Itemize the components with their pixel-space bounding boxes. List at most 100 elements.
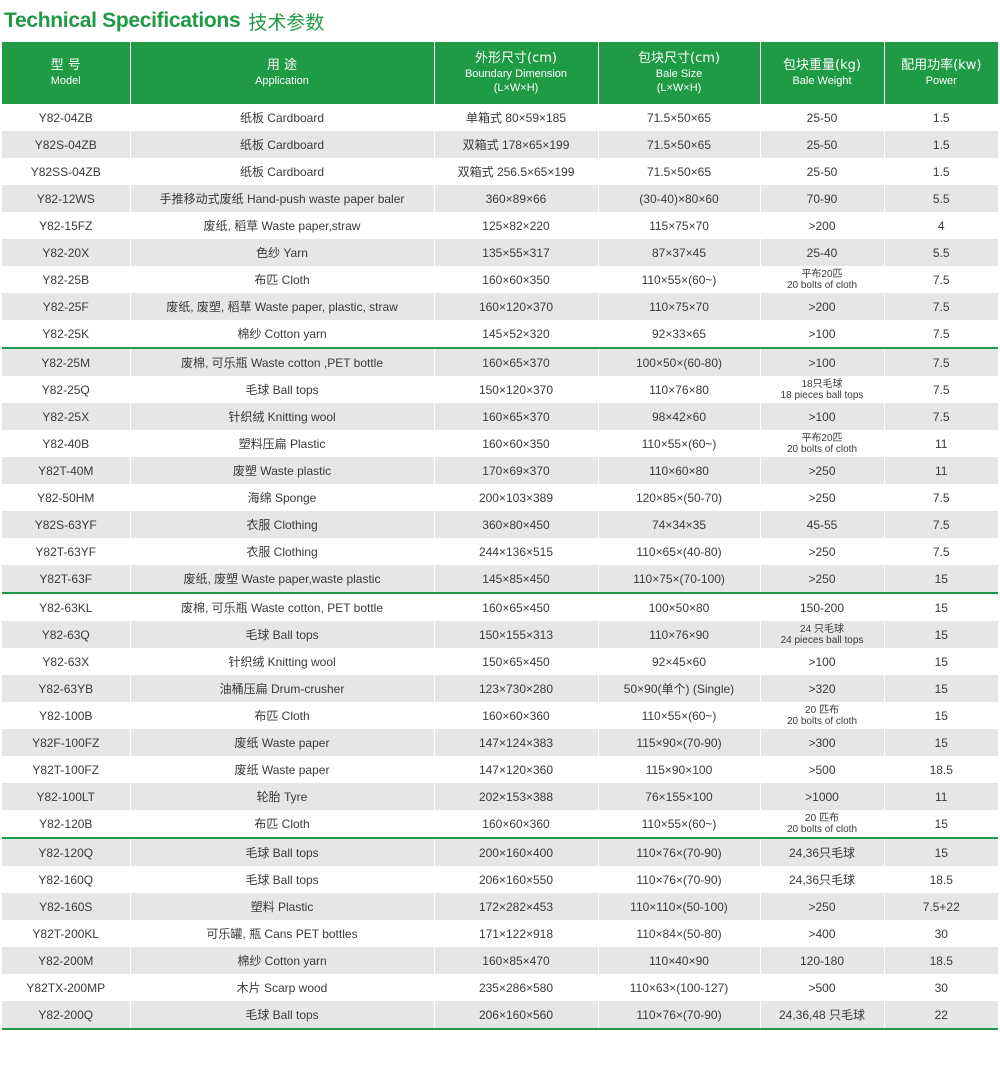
dimension-cell: 150×155×313 xyxy=(434,621,599,648)
title-chinese: 技术参数 xyxy=(248,11,325,34)
power-cell: 15 xyxy=(884,592,998,621)
dimension-cell: 200×103×389 xyxy=(434,484,599,511)
bale-weight-cell: 24,36只毛球 xyxy=(760,866,885,893)
model-cell: Y82TX-200MP xyxy=(2,974,131,1001)
header-model-cn: 型 号 xyxy=(50,58,81,73)
bale-size-cell: 92×45×60 xyxy=(598,648,761,675)
bale-weight-en: 20 bolts of cloth xyxy=(786,443,858,455)
model-cell: Y82-25M xyxy=(2,347,131,376)
dimension-cell: 160×65×370 xyxy=(434,403,599,430)
model-cell: Y82-15FZ xyxy=(2,212,131,239)
bale-size-cell: 110×110×(50-100) xyxy=(598,893,761,920)
application-cell: 塑料压扁 Plastic xyxy=(130,430,435,457)
bale-size-cell: 110×60×80 xyxy=(598,457,761,484)
bale-weight-cell: 70-90 xyxy=(760,185,885,212)
bale-size-cell: 100×50×(60-80) xyxy=(598,347,761,376)
header-bale-size: 包块尺寸(cm) Bale Size (L×W×H) xyxy=(598,42,761,104)
title-english: Technical Specifications xyxy=(4,9,241,32)
power-cell: 15 xyxy=(884,621,998,648)
bale-weight-cell: 25-50 xyxy=(760,104,885,131)
table-row: Y82-25Q 毛球 Ball tops 150×120×370 110×76×80 1… xyxy=(2,376,998,403)
model-cell: Y82T-63YF xyxy=(2,538,131,565)
table-row: Y82S-63YF 衣服 Clothing 360×80×450 74×34×35 45… xyxy=(2,511,998,538)
table-row: Y82-63X 针织绒 Knitting wool 150×65×450 92×45×… xyxy=(2,648,998,675)
bale-size-cell: 110×55×(60~) xyxy=(598,810,761,838)
power-cell: 11 xyxy=(884,430,998,457)
bale-size-cell: 110×76×80 xyxy=(598,376,761,403)
header-model: 型 号 Model xyxy=(2,42,131,104)
table-row: Y82-100B 布匹 Cloth 160×60×360 110×55×(60~) 20… xyxy=(2,702,998,729)
bale-weight-en: 20 bolts of cloth xyxy=(786,279,858,291)
bale-size-cell: 120×85×(50-70) xyxy=(598,484,761,511)
header-bale-weight-en: Bale Weight xyxy=(792,75,852,87)
bale-weight-cell: 24,36,48 只毛球 xyxy=(760,1001,885,1028)
table-row: Y82-25M 废棉, 可乐瓶 Waste cotton ,PET bottle 1… xyxy=(2,347,998,376)
dimension-cell: 206×160×550 xyxy=(434,866,599,893)
power-cell: 7.5 xyxy=(884,266,998,293)
header-application-en: Application xyxy=(255,75,309,87)
bale-weight-en: 20 bolts of cloth xyxy=(786,823,858,835)
bale-size-cell: 110×55×(60~) xyxy=(598,430,761,457)
bale-size-cell: 110×63×(100-127) xyxy=(598,974,761,1001)
application-cell: 废塑 Waste plastic xyxy=(130,457,435,484)
application-cell: 塑料 Plastic xyxy=(130,893,435,920)
power-cell: 7.5 xyxy=(884,511,998,538)
dimension-cell: 235×286×580 xyxy=(434,974,599,1001)
header-application: 用 途 Application xyxy=(130,42,435,104)
bale-size-cell: 71.5×50×65 xyxy=(598,104,761,131)
bale-weight-cell: >300 xyxy=(760,729,885,756)
table-row: Y82-100LT 轮胎 Tyre 202×153×388 76×155×100 >10… xyxy=(2,783,998,810)
bale-size-cell: 92×33×65 xyxy=(598,320,761,348)
dimension-cell: 171×122×918 xyxy=(434,920,599,947)
bale-weight-cell: >250 xyxy=(760,538,885,565)
power-cell: 15 xyxy=(884,565,998,593)
table-row: Y82-25F 废纸, 废塑, 稻草 Waste paper, plastic, … xyxy=(2,293,998,320)
bale-size-cell: 110×40×90 xyxy=(598,947,761,974)
bale-size-cell: 110×55×(60~) xyxy=(598,702,761,729)
model-cell: Y82-12WS xyxy=(2,185,131,212)
bale-size-cell: 115×90×(70-90) xyxy=(598,729,761,756)
bale-weight-cell: 150-200 xyxy=(760,592,885,621)
power-cell: 15 xyxy=(884,729,998,756)
model-cell: Y82-160S xyxy=(2,893,131,920)
table-row: Y82S-04ZB 纸板 Cardboard 双箱式 178×65×199 71.5×… xyxy=(2,131,998,158)
header-bale-size-unit: (L×W×H) xyxy=(656,82,702,94)
header-boundary-dimension: 外形尺寸(cm) Boundary Dimension (L×W×H) xyxy=(434,42,599,104)
power-cell: 7.5+22 xyxy=(884,893,998,920)
header-application-cn: 用 途 xyxy=(266,58,298,73)
model-cell: Y82-120Q xyxy=(2,837,131,866)
bale-size-cell: 110×76×90 xyxy=(598,621,761,648)
model-cell: Y82-40B xyxy=(2,430,131,457)
bale-weight-cell: >200 xyxy=(760,293,885,320)
bale-size-cell: 71.5×50×65 xyxy=(598,158,761,185)
application-cell: 废纸 Waste paper xyxy=(130,756,435,783)
table-row: Y82-120B 布匹 Cloth 160×60×360 110×55×(60~) 20… xyxy=(2,810,998,838)
application-cell: 可乐罐, 瓶 Cans PET bottles xyxy=(130,920,435,947)
bale-weight-cell: 平布20匹 20 bolts of cloth xyxy=(760,430,885,457)
application-cell: 轮胎 Tyre xyxy=(130,783,435,810)
model-cell: Y82-100LT xyxy=(2,783,131,810)
model-cell: Y82-63Q xyxy=(2,621,131,648)
dimension-cell: 单箱式 80×59×185 xyxy=(434,104,599,131)
dimension-cell: 123×730×280 xyxy=(434,675,599,702)
bale-weight-cn: 24 只毛球 xyxy=(800,623,844,635)
model-cell: Y82-63KL xyxy=(2,592,131,621)
bale-weight-en: 20 bolts of cloth xyxy=(786,715,858,727)
model-cell: Y82-04ZB xyxy=(2,104,131,131)
power-cell: 4 xyxy=(884,212,998,239)
bale-size-cell: 110×75×(70-100) xyxy=(598,565,761,593)
model-cell: Y82-63YB xyxy=(2,675,131,702)
model-cell: Y82-200M xyxy=(2,947,131,974)
table-row: Y82T-40M 废塑 Waste plastic 170×69×370 110×60… xyxy=(2,457,998,484)
application-cell: 衣服 Clothing xyxy=(130,538,435,565)
bale-weight-cell: >200 xyxy=(760,212,885,239)
dimension-cell: 172×282×453 xyxy=(434,893,599,920)
bale-weight-cell: >250 xyxy=(760,457,885,484)
bale-weight-cell: >100 xyxy=(760,403,885,430)
application-cell: 废纸, 废塑 Waste paper,waste plastic xyxy=(130,565,435,593)
table-row: Y82-20X 色纱 Yarn 135×55×317 87×37×45 25-40 5.5 xyxy=(2,239,998,266)
dimension-cell: 160×120×370 xyxy=(434,293,599,320)
dimension-cell: 200×160×400 xyxy=(434,837,599,866)
model-cell: Y82SS-04ZB xyxy=(2,158,131,185)
model-cell: Y82S-04ZB xyxy=(2,131,131,158)
